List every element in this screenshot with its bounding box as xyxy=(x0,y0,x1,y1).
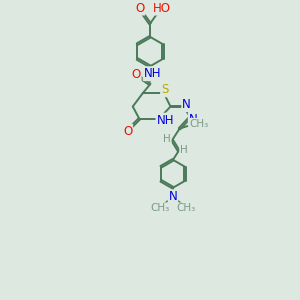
Text: O: O xyxy=(123,124,132,138)
Text: O: O xyxy=(135,2,145,15)
Text: N: N xyxy=(169,190,177,203)
Text: O: O xyxy=(131,68,141,81)
Text: H: H xyxy=(180,145,188,154)
Text: N: N xyxy=(189,113,197,126)
Text: NH: NH xyxy=(157,114,174,127)
Text: NH: NH xyxy=(144,67,161,80)
Text: CH₃: CH₃ xyxy=(190,119,209,129)
Text: H: H xyxy=(163,134,171,144)
Text: N: N xyxy=(182,98,191,111)
Text: HO: HO xyxy=(153,2,171,15)
Text: CH₃: CH₃ xyxy=(151,203,170,213)
Text: CH₃: CH₃ xyxy=(176,203,195,213)
Text: S: S xyxy=(161,83,169,96)
